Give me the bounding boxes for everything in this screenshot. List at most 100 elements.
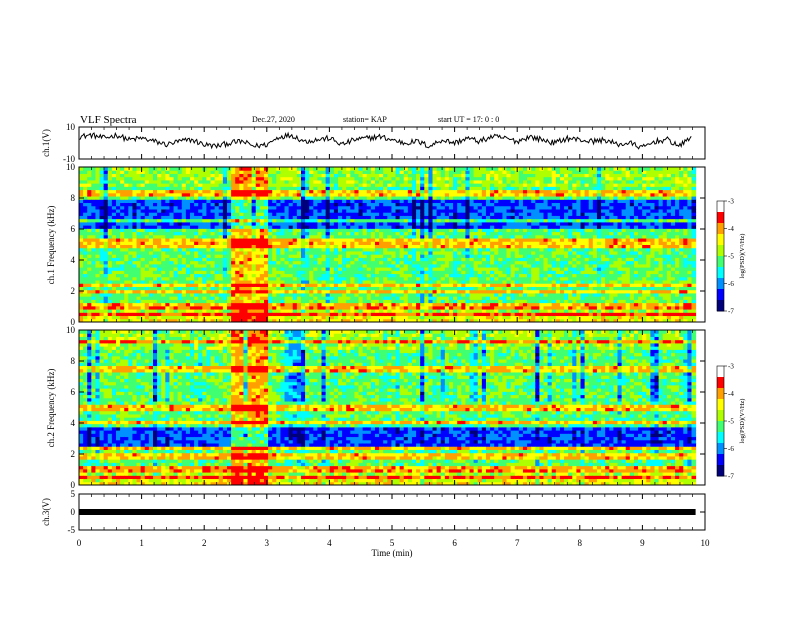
spectrogram-cell	[465, 225, 470, 229]
spectrogram-cell	[428, 170, 433, 174]
spectrogram-cell	[91, 238, 96, 242]
spectrogram-cell	[498, 167, 503, 171]
spectrogram-cell	[428, 183, 433, 187]
spectrogram-cell	[211, 264, 216, 268]
spectrogram-cell	[449, 228, 454, 232]
spectrogram-cell	[428, 193, 433, 197]
spectrogram-cell	[79, 206, 84, 210]
spectrogram-cell	[186, 206, 191, 210]
spectrogram-cell	[215, 299, 220, 303]
spectrogram-cell	[379, 170, 384, 174]
spectrogram-cell	[301, 245, 306, 249]
spectrogram-cell	[359, 254, 364, 258]
spectrogram-cell	[276, 232, 281, 236]
spectrogram-cell	[211, 290, 216, 294]
spectrogram-cell	[363, 222, 368, 226]
spectrogram-cell	[169, 274, 174, 278]
spectrogram-cell	[342, 270, 347, 274]
spectrogram-cell	[239, 219, 244, 223]
spectrogram-cell	[202, 270, 207, 274]
spectrogram-cell	[317, 193, 322, 197]
spectrogram-cell	[219, 193, 224, 197]
spectrogram-cell	[280, 215, 285, 219]
spectrogram-cell	[256, 274, 261, 278]
spectrogram-cell	[416, 299, 421, 303]
spectrogram-cell	[161, 270, 166, 274]
spectrogram-cell	[112, 245, 117, 249]
spectrogram-cell	[165, 209, 170, 213]
spectrogram-cell	[289, 180, 294, 184]
spectrogram-cell	[169, 245, 174, 249]
spectrogram-cell	[449, 225, 454, 229]
spectrogram-cell	[367, 316, 372, 320]
spectrogram-cell	[482, 293, 487, 297]
spectrogram-cell	[490, 183, 495, 187]
spectrogram-cell	[169, 225, 174, 229]
spectrogram-cell	[322, 264, 327, 268]
spectrogram-cell	[375, 193, 380, 197]
spectrogram-cell	[363, 196, 368, 200]
spectrogram-cell	[494, 245, 499, 249]
spectrogram-cell	[317, 199, 322, 203]
spectrogram-cell	[461, 306, 466, 310]
spectrogram-cell	[79, 264, 84, 268]
spectrogram-cell	[104, 235, 109, 239]
spectrogram-cell	[79, 212, 84, 216]
spectrogram-cell	[206, 303, 211, 307]
spectrogram-cell	[383, 267, 388, 271]
spectrogram-cell	[490, 177, 495, 181]
spectrogram-cell	[227, 290, 232, 294]
spectrogram-cell	[91, 199, 96, 203]
spectrogram-cell	[120, 245, 125, 249]
spectrogram-cell	[202, 183, 207, 187]
spectrogram-cell	[198, 306, 203, 310]
spectrogram-cell	[235, 219, 240, 223]
spectrogram-cell	[256, 277, 261, 281]
spectrogram-cell	[260, 306, 265, 310]
spectrogram-cell	[478, 215, 483, 219]
spectrogram-cell	[268, 235, 273, 239]
spectrogram-cell	[108, 316, 113, 320]
spectrogram-cell	[182, 286, 187, 290]
spectrogram-cell	[235, 206, 240, 210]
spectrogram-cell	[317, 241, 322, 245]
spectrogram-cell	[465, 257, 470, 261]
spectrogram-cell	[198, 190, 203, 194]
spectrogram-cell	[354, 177, 359, 181]
spectrogram-cell	[391, 212, 396, 216]
spectrogram-cell	[243, 219, 248, 223]
spectrogram-cell	[502, 238, 507, 242]
spectrogram-cell	[305, 251, 310, 255]
spectrogram-cell	[174, 228, 179, 232]
spectrogram-cell	[293, 167, 298, 171]
spectrogram-cell	[169, 309, 174, 313]
spectrogram-cell	[494, 183, 499, 187]
spectrogram-cell	[280, 248, 285, 252]
spectrogram-cell	[100, 251, 105, 255]
spectrogram-cell	[301, 270, 306, 274]
spectrogram-cell	[108, 248, 113, 252]
spectrogram-cell	[416, 215, 421, 219]
spectrogram-cell	[326, 296, 331, 300]
spectrogram-cell	[182, 264, 187, 268]
spectrogram-cell	[145, 270, 150, 274]
spectrogram-cell	[490, 206, 495, 210]
spectrogram-cell	[272, 312, 277, 316]
spectrogram-cell	[293, 196, 298, 200]
spectrogram-cell	[428, 251, 433, 255]
spectrogram-cell	[190, 199, 195, 203]
spectrogram-cell	[194, 309, 199, 313]
spectrogram-cell	[91, 264, 96, 268]
spectrogram-cell	[153, 196, 158, 200]
spectrogram-cell	[391, 261, 396, 265]
spectrogram-cell	[206, 270, 211, 274]
spectrogram-cell	[383, 167, 388, 171]
spectrogram-cell	[371, 303, 376, 307]
spectrogram-cell	[178, 286, 183, 290]
spectrogram-cell	[190, 286, 195, 290]
spectrogram-cell	[100, 170, 105, 174]
spectrogram-cell	[350, 209, 355, 213]
spectrogram-cell	[231, 270, 236, 274]
spectrogram-cell	[231, 183, 236, 187]
spectrogram-cell	[498, 173, 503, 177]
